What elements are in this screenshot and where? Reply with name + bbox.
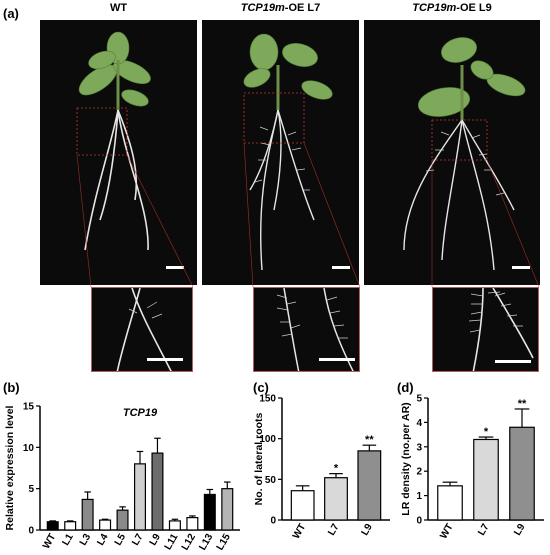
y-axis-label: LR density (no.per AR) <box>400 402 412 515</box>
bar-l9 <box>509 426 535 521</box>
x-tick-label: L4 <box>95 532 111 548</box>
y-tick-label: 10 <box>23 443 35 454</box>
plant-photo-l9 <box>364 20 540 285</box>
bar-l7 <box>133 463 147 531</box>
zoom-connector-lines <box>76 142 540 288</box>
bar-l15 <box>221 488 234 531</box>
leaf-cluster <box>78 31 151 107</box>
y-axis-label: Relative expression level <box>4 405 16 530</box>
y-tick-label: 100 <box>259 434 276 445</box>
y-tick-label: 50 <box>265 475 277 486</box>
significance-mark: * <box>484 426 489 438</box>
root-inset-wt <box>91 287 193 372</box>
x-tick-label: L13 <box>197 532 215 553</box>
significance-mark: ** <box>365 434 374 446</box>
photo-title-l9: TCP19m-OE L9 <box>412 2 492 14</box>
x-tick-label: L7 <box>130 532 146 548</box>
x-tick-label: L7 <box>326 522 342 538</box>
x-tick-label: WT <box>41 532 58 551</box>
bar-l9 <box>151 452 164 531</box>
panel-a-label: (a) <box>3 6 19 21</box>
panel-d-label: (d) <box>397 380 414 395</box>
x-tick-label: L9 <box>512 522 528 538</box>
x-tick-label: L7 <box>476 522 492 538</box>
plant-photo-l7 <box>202 20 359 285</box>
plant-photo-wt <box>40 20 197 285</box>
bar-l7 <box>473 438 499 521</box>
x-tick-label: L11 <box>163 532 181 552</box>
chart-title: TCP19 <box>123 407 158 419</box>
bar-l9 <box>357 450 382 521</box>
bar-l4 <box>99 519 112 531</box>
y-tick-label: 0 <box>416 516 422 527</box>
bar-wt <box>437 485 463 521</box>
bar-l12 <box>186 517 199 531</box>
bar-l7 <box>324 477 348 521</box>
bar-wt <box>46 521 59 531</box>
photo-title-wt: WT <box>109 2 128 14</box>
y-tick-label: 5 <box>28 484 34 495</box>
root-inset-l9 <box>432 287 539 372</box>
y-tick-label: 150 <box>259 394 276 405</box>
panel-b-label: (b) <box>3 380 20 395</box>
x-tick-label: L15 <box>215 532 233 553</box>
x-tick-label: L1 <box>60 532 76 548</box>
significance-mark: ** <box>518 398 527 410</box>
y-tick-label: 0 <box>28 526 34 537</box>
root-inset-l7 <box>253 287 360 372</box>
x-tick-label: L9 <box>148 532 164 548</box>
x-tick-label: L12 <box>180 532 198 553</box>
y-tick-label: 3 <box>416 442 422 453</box>
y-tick-label: 5 <box>416 394 422 405</box>
photo-title-l7: TCP19m-OE L7 <box>240 2 321 14</box>
x-tick-label: WT <box>438 522 455 541</box>
bar-l5 <box>116 509 129 531</box>
x-tick-label: L3 <box>78 532 94 548</box>
significance-mark: * <box>334 463 339 475</box>
x-tick-label: WT <box>291 522 308 541</box>
bar-l11 <box>168 520 181 531</box>
roots <box>84 109 149 251</box>
bar-wt <box>290 490 315 521</box>
chart-c-lateral-roots: 0 50 100 150 No. of lateral roots WT * L7 ** L9 <box>253 394 390 541</box>
bar-l1 <box>64 521 77 531</box>
x-tick-label: L5 <box>113 532 129 548</box>
y-tick-label: 2 <box>416 467 422 478</box>
y-tick-label: 0 <box>270 516 276 527</box>
y-tick-label: 15 <box>23 402 35 413</box>
y-axis-label: No. of lateral roots <box>253 412 265 505</box>
x-tick-label: L9 <box>360 522 376 538</box>
y-tick-label: 4 <box>416 418 422 429</box>
bar-l13 <box>203 493 216 531</box>
y-tick-label: 1 <box>416 491 422 502</box>
chart-d-lr-density: 0 1 2 3 4 5 LR density (no.per AR) WT * L7 ** L9 <box>400 394 544 541</box>
panel-c-label: (c) <box>253 380 269 395</box>
bar-l3 <box>81 498 94 531</box>
